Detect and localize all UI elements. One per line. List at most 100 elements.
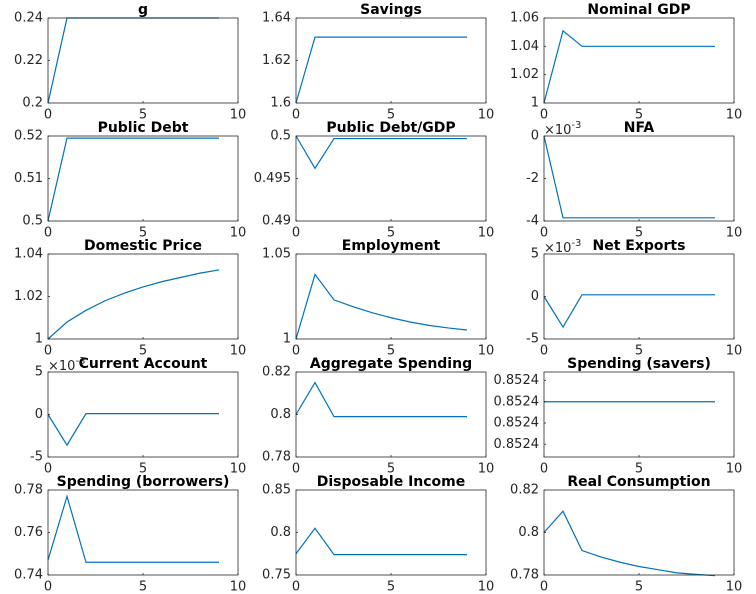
x-tick-label: 10 [726, 344, 743, 359]
chart-title: Spending (borrowers) [57, 474, 230, 490]
y-tick-label: 0.82 [510, 483, 539, 498]
axes-box [543, 489, 735, 576]
chart-title: Spending (savers) [567, 356, 711, 372]
x-tick-label: 10 [478, 226, 495, 241]
multiplier-exponent: -3 [75, 356, 85, 367]
series-line [47, 17, 219, 104]
x-tick-label: 5 [387, 108, 395, 123]
x-tick-label: 5 [635, 580, 643, 594]
axes-box [47, 17, 239, 104]
axes-box [295, 253, 487, 340]
x-tick-label: 10 [230, 344, 247, 359]
x-tick-label: 0 [540, 462, 548, 477]
x-tick-label: 10 [230, 108, 247, 123]
multiplier-exponent: -3 [571, 238, 581, 249]
x-tick-label: 10 [478, 462, 495, 477]
chart-title: Savings [360, 2, 422, 18]
series-line [543, 510, 716, 577]
y-tick-label: 0.495 [254, 171, 291, 186]
y-tick-label: 0.24 [14, 11, 43, 26]
subplot: g 0 5 10 0.2 0.22 0.24 [14, 2, 246, 123]
subplot: Real Consumption 0 5 10 0.78 0.8 0.82 [510, 474, 742, 594]
y-multiplier: ×10-3 [48, 356, 85, 374]
subplot: Employment 0 5 10 1 1.05 [262, 238, 494, 359]
x-tick-label: 10 [478, 580, 495, 594]
y-tick-label: 1.02 [510, 67, 539, 82]
y-tick-label: 0.74 [14, 568, 43, 583]
axes-box [543, 17, 735, 104]
y-tick-label: 0.22 [14, 53, 43, 68]
x-tick-label: 5 [635, 108, 643, 123]
multiplier-base: ×10 [544, 123, 571, 138]
chart-title: Employment [342, 238, 441, 254]
chart-title: Nominal GDP [587, 2, 690, 18]
y-tick-label: 0 [531, 129, 539, 144]
series-line [295, 273, 468, 340]
x-tick-label: 0 [44, 108, 52, 123]
series-line [295, 527, 467, 556]
series-line [47, 269, 220, 340]
y-tick-label: 1.6 [270, 96, 291, 111]
x-tick-label: 5 [635, 226, 643, 241]
x-tick-label: 10 [726, 226, 743, 241]
y-tick-label: -5 [526, 332, 539, 347]
y-tick-label: 0.5 [22, 214, 43, 229]
chart-title: Public Debt [98, 120, 189, 136]
y-tick-label: 0.76 [14, 525, 43, 540]
x-tick-label: 10 [726, 108, 743, 123]
x-tick-label: 10 [230, 462, 247, 477]
y-tick-label: 1.04 [14, 247, 43, 262]
subplot: Nominal GDP 0 5 10 1 1.02 1.04 1.06 [510, 2, 742, 123]
x-tick-label: 5 [635, 344, 643, 359]
x-tick-label: 0 [292, 108, 300, 123]
x-tick-label: 5 [139, 344, 147, 359]
chart-title: NFA [624, 120, 655, 136]
y-tick-label: 0.52 [14, 129, 43, 144]
series-line [295, 381, 467, 418]
y-tick-label: 0 [35, 407, 43, 422]
y-tick-label: -2 [526, 171, 539, 186]
subplot: Aggregate Spending 0 5 10 0.78 0.8 0.82 [262, 356, 494, 477]
y-tick-label: 0.8524 [494, 373, 540, 388]
axes-box [543, 135, 735, 222]
y-tick-label: 0.8 [518, 525, 539, 540]
x-tick-label: 5 [635, 462, 643, 477]
subplot: Public Debt/GDP 0 5 10 0.49 0.495 0.5 [254, 120, 494, 241]
multiplier-exponent: -3 [571, 120, 581, 131]
x-tick-label: 5 [387, 580, 395, 594]
x-tick-label: 5 [387, 344, 395, 359]
chart-title: Net Exports [593, 238, 686, 254]
x-tick-label: 10 [230, 226, 247, 241]
y-tick-label: 0.5 [270, 129, 291, 144]
axes-box [47, 371, 239, 458]
multiplier-base: ×10 [544, 241, 571, 256]
y-tick-label: 0.75 [262, 568, 291, 583]
axes-box [295, 135, 487, 222]
series-line [543, 294, 715, 329]
x-tick-label: 0 [44, 226, 52, 241]
axes-box [295, 17, 487, 104]
chart-title: Current Account [79, 356, 208, 372]
series-line [543, 29, 715, 104]
y-tick-label: 1 [35, 332, 43, 347]
subplot: Domestic Price 0 5 10 1 1.02 1.04 [14, 238, 246, 359]
y-tick-label: 0.8524 [494, 437, 540, 452]
series-line [47, 413, 219, 447]
chart-title: Real Consumption [567, 474, 710, 490]
y-tick-label: -4 [526, 214, 539, 229]
x-tick-label: 5 [139, 462, 147, 477]
chart-title: Domestic Price [84, 238, 202, 254]
y-tick-label: 0.49 [262, 214, 291, 229]
series-line [543, 135, 715, 219]
x-tick-label: 0 [44, 580, 52, 594]
y-tick-label: 0.8 [270, 407, 291, 422]
multiplier-base: ×10 [48, 359, 75, 374]
y-tick-label: 0.78 [510, 568, 539, 583]
x-tick-label: 0 [540, 108, 548, 123]
axes-box [295, 489, 487, 576]
y-tick-label: 0.78 [14, 483, 43, 498]
subplot: Disposable Income 0 5 10 0.75 0.8 0.85 [262, 474, 494, 594]
